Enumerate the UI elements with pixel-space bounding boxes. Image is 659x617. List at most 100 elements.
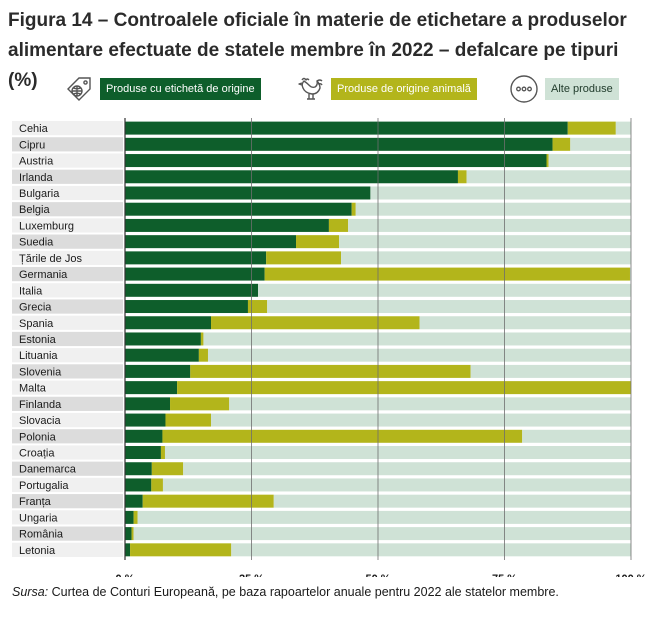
category-band bbox=[12, 364, 123, 379]
bar-segment-animal-origin bbox=[546, 154, 549, 168]
bar-segment-animal-origin bbox=[552, 137, 571, 151]
bar-segment-origin-label bbox=[125, 121, 568, 135]
bar-segment-other bbox=[207, 348, 631, 362]
bar-segment-other bbox=[137, 510, 631, 524]
bar-segment-other bbox=[162, 478, 631, 492]
bar-segment-origin-label bbox=[125, 446, 161, 460]
bar-segment-animal-origin bbox=[457, 170, 467, 184]
source-prefix: Sursa: bbox=[12, 585, 49, 599]
bar-segment-animal-origin bbox=[200, 332, 204, 346]
legend-item-other: Alte produse bbox=[507, 72, 619, 106]
bar-segment-other bbox=[615, 121, 631, 135]
price-tag-globe-icon bbox=[62, 72, 96, 106]
bar-segment-origin-label bbox=[125, 462, 152, 476]
category-band bbox=[12, 429, 123, 444]
category-label: Estonia bbox=[19, 334, 57, 346]
bar-segment-origin-label bbox=[125, 397, 171, 411]
category-label: Bulgaria bbox=[19, 188, 60, 200]
bar-segment-animal-origin bbox=[190, 364, 471, 378]
bar-segment-animal-origin bbox=[328, 218, 349, 232]
bar-segment-animal-origin bbox=[160, 446, 165, 460]
bar-segment-animal-origin bbox=[296, 235, 340, 249]
bar-segment-origin-label bbox=[125, 283, 259, 297]
category-band bbox=[12, 445, 123, 460]
bar-segment-animal-origin bbox=[162, 429, 523, 443]
category-label: Malta bbox=[19, 383, 47, 395]
bar-segment-origin-label bbox=[125, 381, 178, 395]
bar-segment-animal-origin bbox=[131, 527, 134, 541]
bar-segment-origin-label bbox=[125, 494, 143, 508]
category-band bbox=[12, 234, 123, 249]
bar-segment-other bbox=[267, 300, 631, 314]
category-band bbox=[12, 169, 123, 184]
bar-segment-other bbox=[548, 154, 631, 168]
category-band bbox=[12, 477, 123, 493]
rooster-icon bbox=[293, 72, 327, 106]
category-label: Letonia bbox=[19, 545, 56, 557]
category-band bbox=[12, 266, 123, 282]
bar-segment-animal-origin bbox=[165, 413, 212, 427]
bar-segment-animal-origin bbox=[170, 397, 230, 411]
bar-segment-origin-label bbox=[125, 429, 163, 443]
bar-segment-other bbox=[522, 429, 631, 443]
bar-segment-other bbox=[258, 283, 631, 297]
bar-segment-other bbox=[355, 202, 631, 216]
category-band bbox=[12, 380, 123, 395]
bar-segment-animal-origin bbox=[247, 300, 268, 314]
category-label: Croația bbox=[19, 448, 55, 460]
bar-segment-origin-label bbox=[125, 267, 265, 281]
bar-segment-origin-label bbox=[125, 186, 371, 200]
legend-label-origin: Produse cu etichetă de origine bbox=[100, 78, 261, 100]
bar-segment-animal-origin bbox=[133, 510, 138, 524]
category-label: Grecia bbox=[19, 302, 52, 314]
bar-segment-origin-label bbox=[125, 251, 267, 265]
chart-title: Figura 14 – Controalele oficiale în mate… bbox=[8, 10, 627, 91]
x-tick-label: 0 % bbox=[116, 573, 135, 577]
category-label: Suedia bbox=[19, 237, 54, 249]
category-label: Austria bbox=[19, 156, 54, 168]
bar-segment-origin-label bbox=[125, 137, 553, 151]
bar-segment-origin-label bbox=[125, 543, 131, 557]
category-band bbox=[12, 396, 123, 411]
bar-segment-other bbox=[419, 316, 631, 330]
bar-segment-animal-origin bbox=[142, 494, 274, 508]
bar-segment-animal-origin bbox=[211, 316, 420, 330]
legend-label-other: Alte produse bbox=[545, 78, 619, 100]
category-band bbox=[12, 137, 123, 152]
source-note: Sursa: Curtea de Conturi Europeană, pe b… bbox=[12, 585, 559, 599]
category-band bbox=[12, 331, 123, 347]
bar-segment-other bbox=[570, 137, 631, 151]
bar-segment-origin-label bbox=[125, 202, 352, 216]
category-label: Germania bbox=[19, 269, 68, 281]
bar-segment-animal-origin bbox=[264, 267, 630, 281]
category-label: Italia bbox=[19, 285, 43, 297]
category-label: Țările de Jos bbox=[19, 253, 82, 265]
bar-segment-other bbox=[183, 462, 631, 476]
category-label: Luxemburg bbox=[19, 220, 74, 232]
bar-segment-other bbox=[229, 397, 631, 411]
bar-segment-animal-origin bbox=[351, 202, 356, 216]
category-label: Lituania bbox=[19, 350, 58, 362]
bar-segment-origin-label bbox=[125, 332, 201, 346]
bar-segment-animal-origin bbox=[130, 543, 232, 557]
bar-segment-origin-label bbox=[125, 413, 166, 427]
bar-segment-other bbox=[341, 251, 631, 265]
bar-segment-animal-origin bbox=[198, 348, 208, 362]
bar-segment-origin-label bbox=[125, 527, 132, 541]
bar-segment-other bbox=[164, 446, 631, 460]
bar-segment-origin-label bbox=[125, 170, 458, 184]
category-label: Cehia bbox=[19, 123, 49, 135]
category-label: Danemarca bbox=[19, 464, 77, 476]
bar-segment-animal-origin bbox=[151, 478, 163, 492]
category-label: Portugalia bbox=[19, 480, 69, 492]
bar-segment-origin-label bbox=[125, 218, 329, 232]
bar-segment-origin-label bbox=[125, 300, 248, 314]
x-tick-label: 50 % bbox=[365, 573, 390, 577]
category-band bbox=[12, 526, 123, 541]
bar-segment-other bbox=[211, 413, 631, 427]
bar-segment-animal-origin bbox=[567, 121, 616, 135]
dots-circle-icon bbox=[507, 72, 541, 106]
category-band bbox=[12, 121, 123, 136]
bar-segment-other bbox=[133, 527, 632, 541]
stacked-bar-chart: Cehia Cipru Austria Irlanda Bulgaria Belgia Lu… bbox=[12, 118, 647, 577]
